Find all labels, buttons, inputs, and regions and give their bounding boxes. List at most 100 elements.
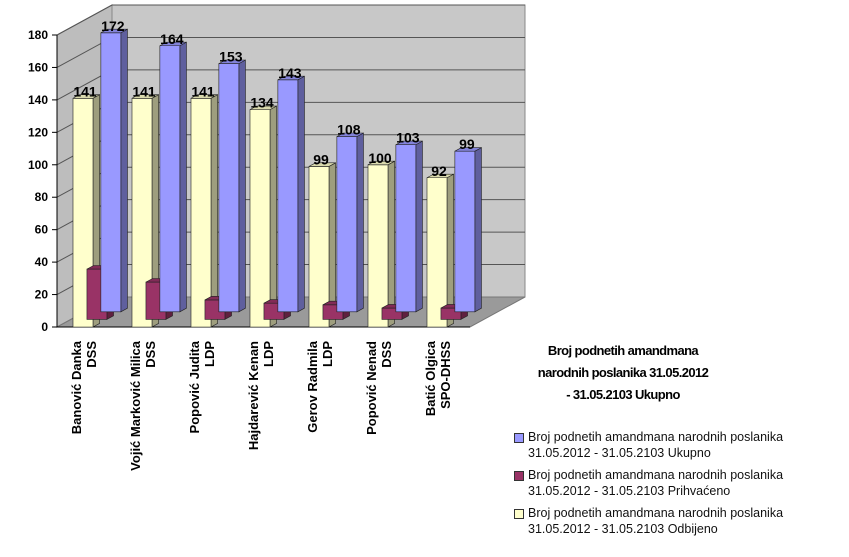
bar-top xyxy=(72,94,100,99)
bar-side xyxy=(356,132,364,313)
legend: Broj podnetih amandmana narodnih poslani… xyxy=(514,429,849,543)
legend-label-line: 31.05.2012 - 31.05.2103 Prihvaćeno xyxy=(528,484,731,498)
bar-series-1 xyxy=(277,75,305,313)
bar-series-1 xyxy=(159,41,187,313)
legend-item-ukupno: Broj podnetih amandmana narodnih poslani… xyxy=(514,429,849,461)
data-label: 164 xyxy=(160,31,184,47)
category-label: Hajdarević KenanLDP xyxy=(246,341,276,450)
category-label-line: Hajdarević Kenan xyxy=(246,341,261,450)
bar-front xyxy=(367,164,389,328)
bar-top xyxy=(454,147,482,152)
data-label: 103 xyxy=(396,130,420,146)
legend-item-prihvaceno: Broj podnetih amandmana narodnih poslani… xyxy=(514,467,849,499)
legend-label-line: 31.05.2012 - 31.05.2103 Ukupno xyxy=(528,446,711,460)
y-tick-label: 0 xyxy=(41,320,48,334)
bar-top xyxy=(100,28,128,34)
category-label: Batić OlgicaSPO-DHSS xyxy=(423,340,453,416)
bar-side xyxy=(415,140,423,313)
y-tick-label: 100 xyxy=(28,158,48,172)
bar-top xyxy=(131,94,159,99)
bar-front xyxy=(395,144,417,313)
bar-top xyxy=(190,94,218,99)
gridline xyxy=(56,4,525,36)
data-label: 141 xyxy=(132,83,156,99)
legend-label-line: Broj podnetih amandmana narodnih poslani… xyxy=(528,506,784,520)
legend-item-odbijeno: Broj podnetih amandmana narodnih poslani… xyxy=(514,505,849,537)
category-label-line: Vojić Marković Milica xyxy=(128,340,143,471)
bar-side xyxy=(446,173,454,328)
y-tick-label: 40 xyxy=(35,255,49,269)
bar-top xyxy=(159,41,187,47)
data-label: 134 xyxy=(250,95,274,111)
depth-axis-title-line: Broj podnetih amandmana xyxy=(547,343,699,358)
bar-series-3 xyxy=(249,105,277,328)
legend-label-line: Broj podnetih amandmana narodnih poslani… xyxy=(528,430,784,444)
bar-top xyxy=(336,132,364,137)
y-tick-label: 20 xyxy=(35,288,49,302)
bar-side xyxy=(269,105,277,328)
bar-top xyxy=(277,75,305,81)
bar-side xyxy=(238,59,246,313)
legend-swatch xyxy=(514,471,524,481)
bar-side xyxy=(297,75,305,313)
depth-axis-title-line: - 31.05.2103 Ukupno xyxy=(566,387,680,402)
bar-front xyxy=(454,150,476,313)
bar-top xyxy=(426,173,454,179)
category-label-line: DSS xyxy=(143,341,158,368)
bar-top xyxy=(308,162,336,167)
bar-series-3 xyxy=(131,94,159,328)
bar-front xyxy=(218,63,240,313)
bar-front xyxy=(100,32,122,313)
category-label: Banović DankaDSS xyxy=(69,340,99,434)
category-label: Popović NenadDSS xyxy=(364,341,394,435)
category-label-line: Popović Nenad xyxy=(364,341,379,435)
category-label-line: Popović Judita xyxy=(187,340,202,433)
bar-series-1 xyxy=(218,59,246,313)
data-label: 172 xyxy=(101,18,125,34)
bar-front xyxy=(190,97,212,328)
bar-side xyxy=(210,94,218,328)
category-label: Popović JuditaLDP xyxy=(187,340,217,433)
category-label-line: Batić Olgica xyxy=(423,340,438,416)
legend-label-line: 31.05.2012 - 31.05.2103 Odbijeno xyxy=(528,522,718,536)
data-label: 100 xyxy=(368,150,392,166)
bar-front xyxy=(277,79,299,313)
category-label-line: LDP xyxy=(261,341,276,367)
data-label: 99 xyxy=(313,151,329,167)
bar-side xyxy=(387,160,395,328)
legend-swatch xyxy=(514,509,524,519)
bar-series-1 xyxy=(336,132,364,313)
data-label: 141 xyxy=(73,83,97,99)
category-label-line: DSS xyxy=(379,341,394,368)
bar-front xyxy=(249,109,271,328)
y-tick-label: 60 xyxy=(35,223,49,237)
category-label-line: DSS xyxy=(84,341,99,368)
data-label: 143 xyxy=(278,65,302,81)
data-label: 92 xyxy=(431,163,447,179)
category-label: Gerov RadmilaLDP xyxy=(305,340,335,433)
y-tick-label: 140 xyxy=(28,93,48,107)
bar-series-3 xyxy=(367,160,395,328)
bar-front xyxy=(159,45,181,313)
bar-side xyxy=(120,28,128,313)
y-tick-label: 120 xyxy=(28,125,48,139)
data-label: 99 xyxy=(459,136,475,152)
depth-axis-title-line: narodnih poslanika 31.05.2012 xyxy=(537,365,709,380)
bar-series-3 xyxy=(426,173,454,328)
bar-series-3 xyxy=(190,94,218,328)
data-label: 108 xyxy=(337,122,361,138)
bar-series-1 xyxy=(454,147,482,313)
y-tick-label: 80 xyxy=(35,190,49,204)
category-label-line: Banović Danka xyxy=(69,340,84,434)
y-tick-label: 160 xyxy=(28,60,48,74)
bar-series-3 xyxy=(308,162,336,328)
data-label: 153 xyxy=(219,49,243,65)
bar-side xyxy=(179,41,187,313)
depth-axis-title: Broj podnetih amandmana narodnih poslani… xyxy=(498,340,748,406)
bar-side xyxy=(474,147,482,313)
category-label-line: Gerov Radmila xyxy=(305,340,320,433)
legend-label-line: Broj podnetih amandmana narodnih poslani… xyxy=(528,468,784,482)
legend-swatch xyxy=(514,433,524,443)
